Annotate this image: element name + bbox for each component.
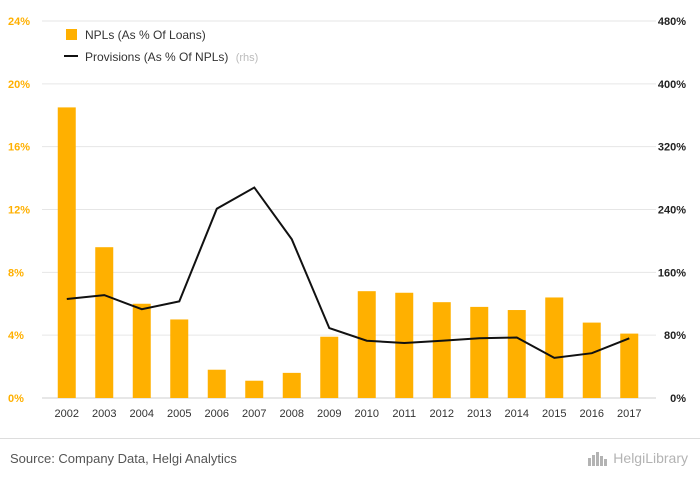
legend-bar-label: NPLs (As % Of Loans): [85, 28, 206, 42]
right-tick-label: 400%: [658, 79, 686, 91]
left-tick-label: 20%: [8, 79, 30, 91]
bar-2012: [432, 302, 451, 398]
legend-bar-swatch: [66, 29, 77, 40]
bar-2004: [132, 303, 151, 398]
source-note: Source: Company Data, Helgi Analytics: [10, 451, 237, 466]
svg-text:Provisions (As % Of NPLs): Provisions (As % Of NPLs) (rhs): [85, 50, 258, 64]
left-tick-label: 16%: [8, 142, 30, 154]
x-tick-label: 2003: [92, 408, 116, 420]
right-axis-ticks: 0% 80% 160% 240% 320% 400% 480%: [658, 16, 686, 405]
bar-2009: [320, 336, 339, 398]
x-tick-label: 2015: [542, 408, 566, 420]
x-tick-label: 2009: [317, 408, 341, 420]
bar-2007: [245, 380, 264, 398]
left-tick-label: 12%: [8, 205, 30, 217]
left-tick-label: 24%: [8, 16, 30, 28]
combo-chart: 0% 4% 8% 12% 16% 20% 24% 0% 80% 160% 240% 320% 400%…: [8, 16, 686, 420]
legend: NPLs (As % Of Loans) Provisions (As % Of…: [64, 28, 258, 64]
legend-line-note: (rhs): [236, 52, 259, 64]
x-axis-ticks: 2002 2003 2004 2005 2006 2007 2008 2009 2010 2011…: [55, 408, 642, 420]
x-tick-label: 2010: [355, 408, 379, 420]
x-tick-label: 2011: [392, 408, 416, 420]
x-tick-label: 2006: [205, 408, 229, 420]
brand-logo: HelgiLibrary: [588, 450, 688, 466]
bar-series: [57, 107, 639, 398]
x-tick-label: 2008: [280, 408, 304, 420]
x-tick-label: 2007: [242, 408, 266, 420]
bar-2016: [582, 322, 601, 398]
legend-line-label: Provisions (As % Of NPLs): [85, 50, 228, 64]
bar-2015: [545, 297, 564, 398]
x-tick-label: 2002: [55, 408, 79, 420]
footer-divider: [0, 438, 700, 439]
x-tick-label: 2004: [130, 408, 154, 420]
city-skyline-icon: [588, 452, 608, 466]
right-tick-label: 160%: [658, 267, 686, 279]
left-tick-label: 4%: [8, 330, 24, 342]
bar-2013: [470, 306, 489, 398]
bar-2010: [357, 291, 376, 398]
right-tick-label: 80%: [664, 330, 686, 342]
x-tick-label: 2013: [467, 408, 491, 420]
x-tick-label: 2017: [617, 408, 641, 420]
brand-name: HelgiLibrary: [613, 450, 688, 466]
bar-2011: [395, 292, 414, 398]
bar-2017: [620, 333, 639, 398]
left-axis-ticks: 0% 4% 8% 12% 16% 20% 24%: [8, 16, 30, 405]
right-tick-label: 480%: [658, 16, 686, 28]
bar-2006: [207, 369, 226, 398]
bar-2014: [507, 310, 526, 398]
right-tick-label: 320%: [658, 142, 686, 154]
x-tick-label: 2005: [167, 408, 191, 420]
bar-2002: [57, 107, 76, 398]
left-tick-label: 0%: [8, 393, 24, 405]
left-tick-label: 8%: [8, 267, 24, 279]
x-tick-label: 2012: [430, 408, 454, 420]
line-series: [66, 186, 630, 359]
x-tick-label: 2014: [505, 408, 529, 420]
x-tick-label: 2016: [580, 408, 604, 420]
bar-2005: [170, 319, 189, 398]
bar-2003: [95, 247, 114, 398]
right-tick-label: 240%: [658, 205, 686, 217]
bar-2008: [282, 372, 301, 398]
right-tick-label: 0%: [670, 393, 686, 405]
